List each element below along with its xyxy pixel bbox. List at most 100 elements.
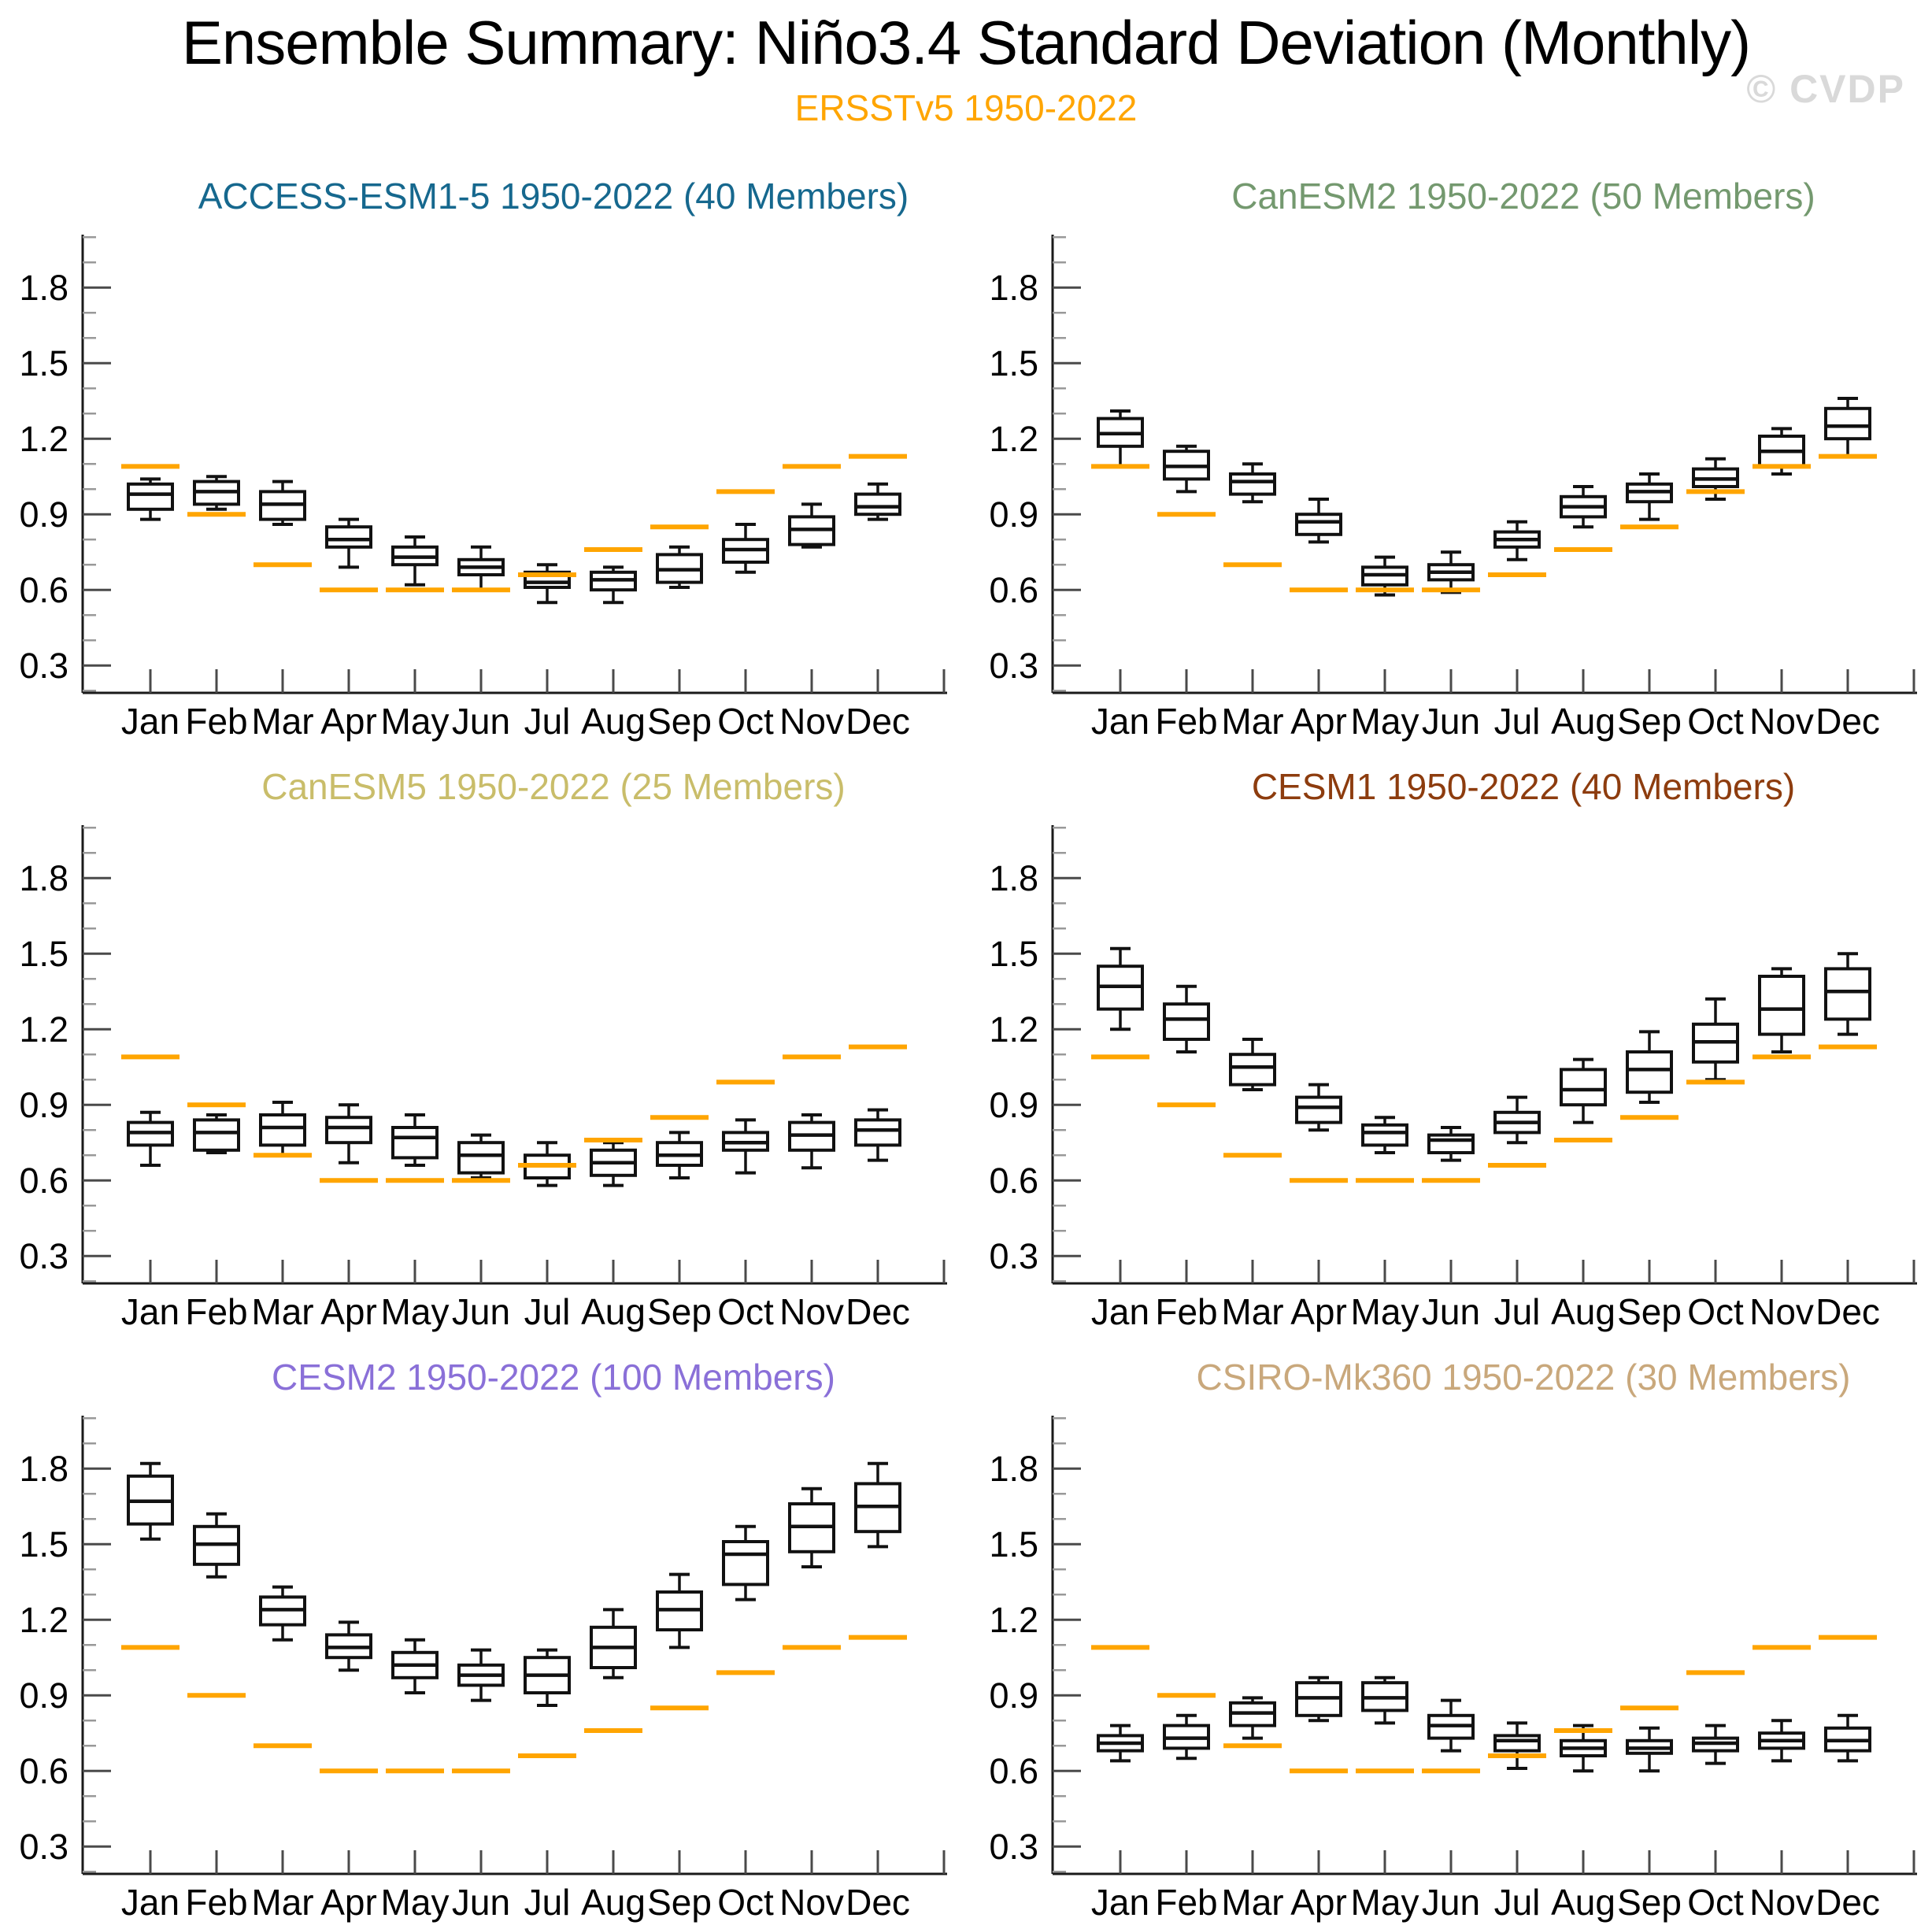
month-label-Sep: Sep (647, 1291, 712, 1332)
box-Jun (457, 1648, 505, 1702)
box-Jul (1493, 1721, 1541, 1770)
month-label-Jun: Jun (452, 701, 510, 742)
box-Jul (1493, 520, 1541, 561)
boxes (127, 1101, 901, 1187)
observation-lines (121, 1044, 907, 1183)
box-Jun (457, 1133, 505, 1179)
iqr-box (457, 1141, 505, 1175)
month-label-Oct: Oct (1687, 701, 1744, 742)
box-Aug (1560, 1057, 1607, 1124)
month-label-Apr: Apr (1290, 701, 1347, 742)
y-tick-label-1.5: 1.5 (19, 1524, 68, 1564)
month-label-Jun: Jun (452, 1291, 510, 1332)
y-tick-label-0.6: 0.6 (989, 1161, 1038, 1201)
boxplot-chart-cesm1: 0.3 0.6 0.9 1.2 1.5 1.8 Jan Feb Mar Apr May Jun Jul A… (989, 825, 1917, 1332)
iqr-box (1824, 967, 1871, 1021)
boxes (127, 1461, 901, 1707)
panel-title-cesm2: CESM2 1950-2022 (100 Members) (272, 1357, 835, 1398)
month-label-Dec: Dec (1815, 1291, 1880, 1332)
panel-cesm1: CESM1 1950-2022 (40 Members) 0.3 0.6 0.9 1.2… (970, 765, 1926, 1338)
box-Apr (1295, 498, 1342, 544)
box-Mar (1229, 1696, 1276, 1740)
month-label-Feb: Feb (185, 1291, 247, 1332)
y-tick-label-0.6: 0.6 (989, 1751, 1038, 1791)
box-Aug (1560, 1724, 1607, 1773)
y-tick-label-0.9: 0.9 (989, 1085, 1038, 1125)
y-tick-label-1.5: 1.5 (989, 1524, 1038, 1564)
y-tick-label-1.2: 1.2 (19, 419, 68, 459)
observation-lines (121, 454, 907, 593)
boxplot-chart-canesm2: 0.3 0.6 0.9 1.2 1.5 1.8 Jan Feb Mar Apr May Jun Jul A… (989, 235, 1917, 742)
box-Feb (1163, 984, 1210, 1053)
box-Jan (127, 1461, 174, 1541)
month-label-Jul: Jul (1494, 1291, 1541, 1332)
y-tick-label-0.6: 0.6 (19, 1751, 68, 1791)
box-Feb (193, 1512, 240, 1579)
iqr-box (1295, 513, 1342, 536)
axes: 0.3 0.6 0.9 1.2 1.5 1.8 Jan Feb Mar Apr May Jun Jul A… (19, 825, 947, 1332)
observation-lines (1091, 1635, 1877, 1774)
iqr-box (193, 1118, 240, 1152)
observation-lines (121, 1635, 907, 1774)
month-label-Jun: Jun (1422, 701, 1480, 742)
y-tick-label-1.2: 1.2 (989, 1600, 1038, 1640)
month-label-Jan: Jan (121, 701, 180, 742)
box-Dec (1824, 952, 1871, 1036)
month-label-Mar: Mar (251, 1291, 313, 1332)
month-label-Dec: Dec (846, 701, 910, 742)
month-label-Jun: Jun (1422, 1291, 1480, 1332)
iqr-box (127, 482, 174, 511)
box-Jun (1427, 1126, 1475, 1162)
box-Dec (854, 1461, 901, 1549)
month-label-Apr: Apr (1290, 1291, 1347, 1332)
box-May (391, 1113, 439, 1167)
box-May (1361, 1675, 1408, 1725)
box-Sep (656, 545, 703, 589)
month-label-Dec: Dec (846, 1291, 910, 1332)
y-tick-label-1.2: 1.2 (989, 1009, 1038, 1050)
iqr-box (1626, 1050, 1673, 1094)
y-tick-label-1.8: 1.8 (19, 268, 68, 308)
month-label-Dec: Dec (1815, 1882, 1880, 1923)
y-tick-label-1.2: 1.2 (19, 1600, 68, 1640)
panel-title-csiro-mk360: CSIRO-Mk360 1950-2022 (30 Members) (1196, 1357, 1851, 1398)
y-tick-label-0.3: 0.3 (19, 1236, 68, 1276)
iqr-box (1163, 1002, 1210, 1041)
month-label-Feb: Feb (1155, 1291, 1217, 1332)
axes: 0.3 0.6 0.9 1.2 1.5 1.8 Jan Feb Mar Apr May Jun Jul A… (19, 1416, 947, 1923)
month-label-Nov: Nov (779, 1291, 844, 1332)
box-Aug (590, 1141, 637, 1187)
box-Dec (854, 482, 901, 521)
boxplot-chart-csiro-mk360: 0.3 0.6 0.9 1.2 1.5 1.8 Jan Feb Mar Apr May Jun Jul A… (989, 1416, 1917, 1923)
box-Apr (325, 517, 372, 569)
y-tick-label-0.3: 0.3 (19, 646, 68, 686)
iqr-box (259, 1113, 306, 1147)
box-Feb (1163, 1713, 1210, 1761)
panel-canesm5: CanESM5 1950-2022 (25 Members) 0.3 0.6 0.9 1… (0, 765, 957, 1338)
panel-title-canesm2: CanESM2 1950-2022 (50 Members) (1231, 176, 1815, 217)
iqr-box (722, 1540, 769, 1587)
box-Apr (325, 1620, 372, 1672)
box-Mar (259, 479, 306, 526)
box-Jan (127, 477, 174, 521)
month-label-Oct: Oct (1687, 1882, 1744, 1923)
month-label-May: May (381, 1882, 450, 1923)
panel-cesm2: CESM2 1950-2022 (100 Members) 0.3 0.6 0.9 1.… (0, 1356, 957, 1929)
y-tick-label-1.2: 1.2 (19, 1009, 68, 1050)
box-Mar (1229, 1038, 1276, 1091)
month-label-Apr: Apr (320, 701, 377, 742)
box-Dec (1824, 1713, 1871, 1763)
boxes (1097, 397, 1871, 597)
month-label-Jul: Jul (1494, 1882, 1541, 1923)
box-Sep (656, 1131, 703, 1179)
box-Nov (788, 1113, 835, 1170)
month-label-Mar: Mar (1221, 701, 1283, 742)
box-Sep (656, 1572, 703, 1649)
y-tick-label-0.9: 0.9 (19, 1085, 68, 1125)
box-May (391, 1638, 439, 1694)
box-Feb (1163, 444, 1210, 494)
box-Jan (1097, 1724, 1144, 1763)
box-Jan (1097, 409, 1144, 468)
box-Nov (1758, 1719, 1805, 1763)
